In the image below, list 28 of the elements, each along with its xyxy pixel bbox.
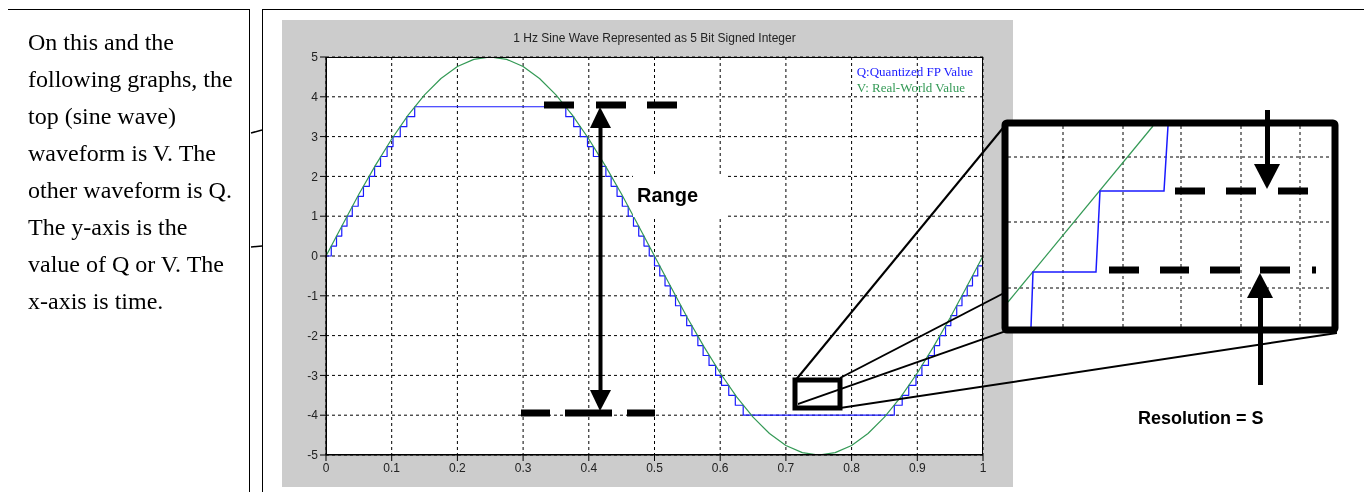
y-tick-label: -3 xyxy=(307,368,319,383)
y-tick-label: -4 xyxy=(307,408,319,423)
x-tick-label: 0.2 xyxy=(449,460,467,475)
y-tick-label: 4 xyxy=(311,90,319,105)
x-tick-label: 0.9 xyxy=(908,460,926,475)
x-tick-label: 0.6 xyxy=(711,460,729,475)
y-tick-label: -2 xyxy=(307,328,319,343)
y-tick-label: 3 xyxy=(311,129,319,144)
x-tick-label: 1 xyxy=(979,460,987,475)
text: On this and the following graphs, the top (sine wave) waveform is V. The other waveform is Q. The y-axis is the value of Q or V. The x-axis is time. xyxy=(28,28,234,316)
y-tick-label: -5 xyxy=(307,448,319,463)
text: Q:Quantized FP Value xyxy=(856,64,973,80)
y-tick-label: 0 xyxy=(311,249,319,264)
text: V: Real-World Value xyxy=(856,80,966,96)
y-tick-label: 5 xyxy=(311,50,319,65)
y-tick-label: 1 xyxy=(311,209,319,224)
x-tick-label: 0.5 xyxy=(646,460,664,475)
x-tick-label: 0 xyxy=(322,460,330,475)
x-tick-label: 0.4 xyxy=(580,460,598,475)
annotation: Range xyxy=(633,174,729,217)
chart-title: 1 Hz Sine Wave Represented as 5 Bit Signed Integer xyxy=(512,31,797,45)
y-tick-label: 2 xyxy=(311,169,319,184)
x-tick-label: 0.1 xyxy=(383,460,401,475)
x-tick-label: 0.3 xyxy=(514,460,532,475)
text: Resolution = S xyxy=(1138,408,1264,429)
x-tick-label: 0.7 xyxy=(777,460,795,475)
x-tick-label: 0.8 xyxy=(843,460,861,475)
y-tick-label: -1 xyxy=(307,289,319,304)
